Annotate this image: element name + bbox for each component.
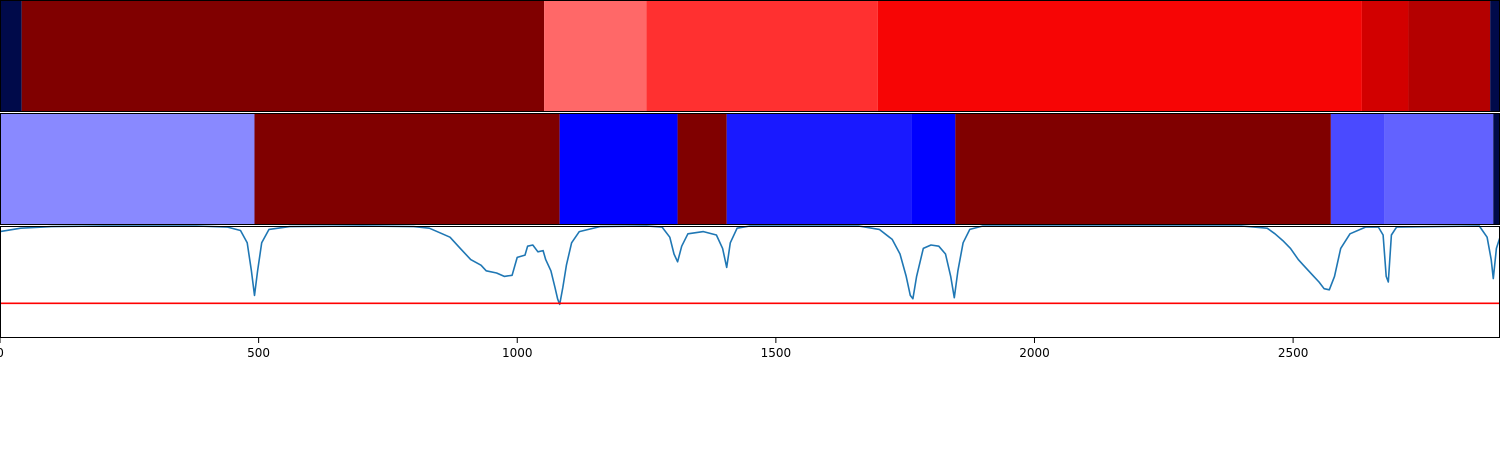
heatmap-segment (726, 113, 912, 225)
heatmap-strip-middle (0, 113, 1500, 225)
line-plot-panel (0, 225, 1500, 338)
heatmap-segment (559, 113, 678, 225)
series-line (0, 225, 1500, 306)
heatmap-segment (1361, 0, 1409, 112)
heatmap-segment (544, 0, 647, 112)
heatmap-segment (911, 113, 956, 225)
heatmap-segment (646, 0, 878, 112)
heatmap-segment (1384, 113, 1494, 225)
heatmap-segment (21, 0, 545, 112)
x-tick-label: 0 (0, 346, 4, 360)
heatmap-segment (1493, 113, 1500, 225)
heatmap-segment (1490, 0, 1500, 112)
x-tick-label: 2500 (1278, 346, 1309, 360)
heatmap-segment (877, 0, 1362, 112)
x-tick-label: 1500 (761, 346, 792, 360)
heatmap-segment (1408, 0, 1491, 112)
heatmap-segment (1330, 113, 1385, 225)
x-tick-label: 500 (247, 346, 270, 360)
heatmap-strip-top (0, 0, 1500, 112)
heatmap-segment (0, 113, 255, 225)
panel-frame (0, 226, 1500, 338)
x-tick-label: 1000 (502, 346, 533, 360)
heatmap-segment (955, 113, 1331, 225)
heatmap-segment (254, 113, 560, 225)
heatmap-segment (677, 113, 727, 225)
heatmap-segment (0, 0, 22, 112)
x-axis: 0 500 1000 1500 2000 2500 (0, 338, 1308, 360)
x-tick-label: 2000 (1019, 346, 1050, 360)
